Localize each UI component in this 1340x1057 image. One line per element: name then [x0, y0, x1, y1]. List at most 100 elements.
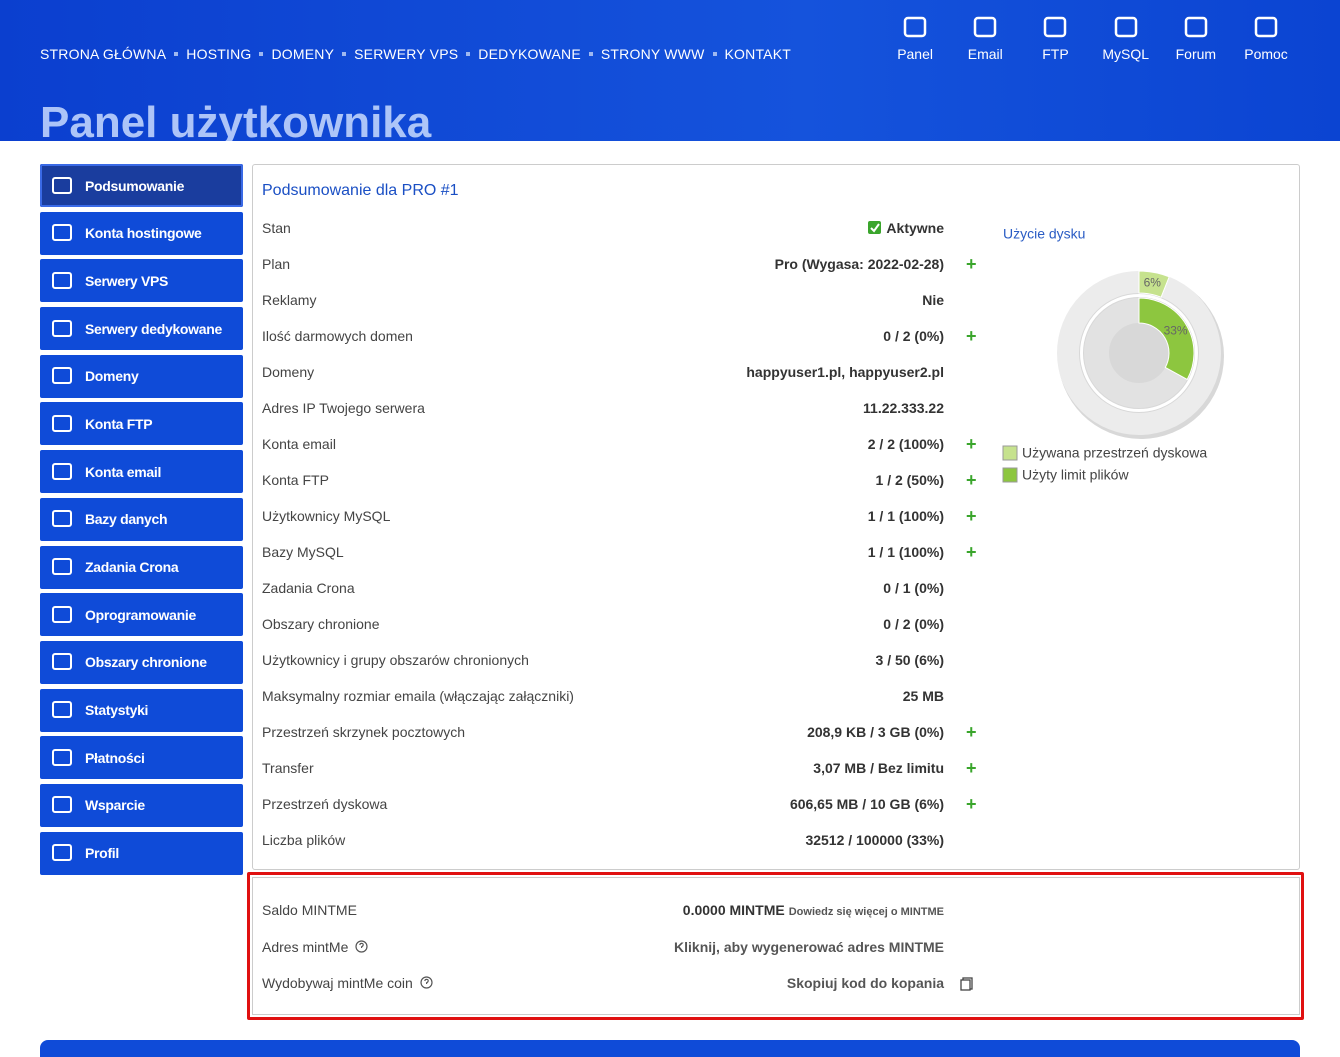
nav-link[interactable]: SERWERY VPS	[354, 46, 459, 62]
top-icon[interactable]: FTP	[1020, 14, 1090, 62]
copy-icon[interactable]	[960, 977, 974, 991]
row-label: Stan	[262, 220, 291, 236]
sidebar-button[interactable]: Statystyki	[40, 688, 243, 732]
mintme-row: Wydobywaj mintMe coin Skopiuj kod do kopa…	[262, 975, 982, 995]
summary-row: Przestrzeń dyskowa 606,65 MB / 10 GB (6%)…	[262, 794, 982, 816]
row-value-text: 0 / 2 (0%)	[883, 616, 944, 632]
add-button[interactable]: +	[966, 326, 977, 346]
row-label: Maksymalny rozmiar emaila (włączając zał…	[262, 688, 574, 704]
summary-row: Domeny happyuser1.pl, happyuser2.pl	[262, 364, 982, 384]
row-value-text: 0 / 2 (0%)	[883, 328, 944, 344]
nav-link[interactable]: STRONA GŁÓWNA	[40, 46, 167, 62]
nav-link[interactable]: DOMENY	[271, 46, 335, 62]
icon-shape	[52, 558, 72, 575]
add-button[interactable]: +	[966, 506, 977, 526]
row-value-text: Kliknij, aby wygenerować adres MINTME	[674, 938, 944, 955]
icon	[52, 462, 72, 480]
icon-shape	[1114, 16, 1137, 38]
top-icon[interactable]: Pomoc	[1231, 14, 1301, 62]
top-icon[interactable]: MySQL	[1091, 14, 1161, 62]
row-value: 25 MB	[903, 688, 944, 704]
top-icon-label: Forum	[1175, 46, 1217, 62]
row-label: Ilość darmowych domen	[262, 328, 413, 344]
add-button[interactable]: +	[966, 722, 977, 742]
icon-shape	[1184, 16, 1208, 38]
add-button[interactable]: +	[966, 794, 977, 814]
row-value-text: 32512 / 100000 (33%)	[805, 832, 944, 848]
chart-title: Użycie dysku	[1003, 226, 1085, 242]
sidebar-button[interactable]: Obszary chronione	[40, 640, 243, 684]
sidebar-button[interactable]: Bazy danych	[40, 497, 243, 541]
legend-label: Użyty limit plików	[1022, 467, 1129, 483]
sidebar-button[interactable]: Podsumowanie	[40, 164, 243, 207]
add-button[interactable]: +	[966, 758, 977, 778]
icon	[52, 748, 72, 766]
nav-link[interactable]: DEDYKOWANE	[478, 46, 581, 62]
page-title: Panel użytkownika	[40, 98, 432, 141]
add-button[interactable]: +	[966, 470, 977, 490]
nav-link[interactable]: KONTAKT	[724, 46, 791, 62]
sidebar-button[interactable]: Wsparcie	[40, 783, 243, 827]
nav-separator	[259, 52, 264, 56]
icon	[52, 414, 72, 432]
summary-row: Przestrzeń skrzynek pocztowych 208,9 KB /…	[262, 722, 982, 744]
icon	[1184, 16, 1208, 38]
donut-segment	[1138, 270, 1170, 298]
check-box	[868, 221, 882, 234]
legend-swatch	[1002, 445, 1018, 461]
row-label: Przestrzeń skrzynek pocztowych	[262, 724, 466, 740]
nav-link[interactable]: STRONY WWW	[600, 46, 705, 62]
sidebar-button[interactable]: Konta email	[40, 450, 243, 494]
sidebar-button[interactable]: Serwery VPS	[40, 259, 243, 303]
summary-row: Użytkownicy i grupy obszarów chronionych…	[262, 652, 982, 672]
sidebar-button[interactable]: Serwery dedykowane	[40, 307, 243, 351]
top-icon[interactable]: Panel	[880, 14, 950, 62]
icon-shape	[52, 224, 72, 242]
icon	[52, 271, 72, 289]
check-tick	[870, 223, 881, 233]
icon-shape	[52, 510, 72, 528]
icon	[52, 224, 72, 242]
add-button[interactable]: +	[966, 254, 977, 274]
donut-segment	[1138, 297, 1195, 381]
row-value[interactable]: Skopiuj kod do kopania	[787, 975, 944, 991]
row-value: 2 / 2 (100%)	[868, 436, 944, 452]
row-value: Nie	[922, 292, 944, 308]
nav-link[interactable]: HOSTING	[186, 46, 252, 62]
data-label: 33%	[1164, 324, 1188, 338]
add-button[interactable]: +	[966, 542, 977, 562]
sidebar-button[interactable]: Konta hostingowe	[40, 211, 243, 255]
summary-row: Bazy MySQL 1 / 1 (100%) +	[262, 542, 982, 564]
sidebar-label: Obszary chronione	[85, 654, 207, 671]
sidebar-button[interactable]: Oprogramowanie	[40, 593, 243, 637]
top-icon-label: Panel	[897, 46, 933, 62]
sidebar-button[interactable]: Konta FTP	[40, 402, 243, 446]
main-nav: STRONA GŁÓWNA HOSTING DOMENY SERWERY VPS DED…	[40, 46, 791, 62]
sidebar-button[interactable]: Domeny	[40, 354, 243, 398]
data-label: 6%	[1144, 275, 1162, 289]
sidebar-label: Domeny	[85, 368, 139, 385]
row-value-text: 0.0000 MINTME	[682, 902, 785, 918]
sidebar-button[interactable]: Profil	[40, 831, 243, 875]
sidebar-button[interactable]: Zadania Crona	[40, 545, 243, 589]
row-label: Przestrzeń dyskowa	[262, 796, 388, 812]
row-value: 32512 / 100000 (33%)	[805, 832, 944, 848]
nav-separator	[466, 52, 471, 56]
mintme-row: Saldo MINTME 0.0000 MINTME Dowiedz się wię…	[262, 902, 982, 922]
add-button[interactable]: +	[966, 434, 977, 454]
nav-separator	[712, 52, 717, 56]
row-value[interactable]: Kliknij, aby wygenerować adres MINTME	[674, 939, 944, 955]
top-icon[interactable]: Email	[950, 14, 1020, 62]
sidebar-label: Płatności	[85, 749, 145, 766]
summary-row: Użytkownicy MySQL 1 / 1 (100%) +	[262, 506, 982, 528]
more-link[interactable]: Dowiedz się więcej o MINTME	[788, 906, 944, 918]
icon-shape	[52, 844, 72, 862]
icon-shape	[52, 605, 72, 623]
row-value: 0.0000 MINTME Dowiedz się więcej o MINTME	[683, 902, 944, 918]
row-label: Plan	[262, 256, 291, 272]
row-value-text: happyuser1.pl, happyuser2.pl	[746, 364, 944, 380]
top-icon[interactable]: Forum	[1161, 14, 1231, 62]
header: STRONA GŁÓWNA HOSTING DOMENY SERWERY VPS DED…	[0, 0, 1340, 141]
row-label: Obszary chronione	[262, 616, 380, 632]
sidebar-button[interactable]: Płatności	[40, 736, 243, 780]
